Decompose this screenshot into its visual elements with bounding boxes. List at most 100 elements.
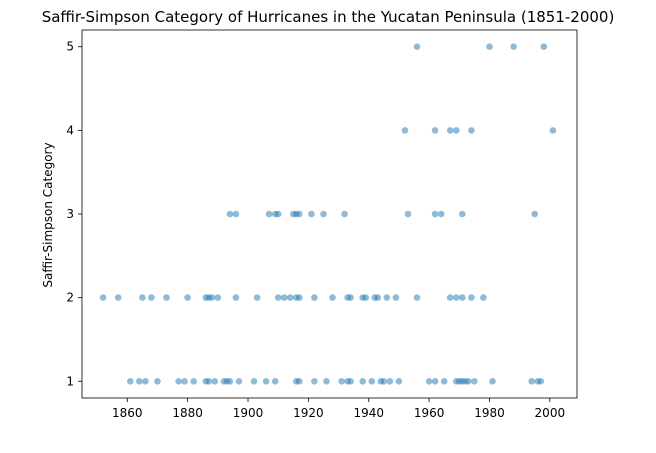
data-point	[114, 294, 122, 301]
data-point	[431, 378, 439, 385]
data-point	[250, 378, 258, 385]
y-tick-label: 1	[66, 374, 74, 388]
data-points	[99, 43, 557, 385]
data-point	[531, 210, 538, 218]
x-tick-label: 1980	[474, 406, 505, 420]
data-point	[459, 210, 466, 218]
data-point	[383, 294, 391, 301]
data-point	[142, 378, 149, 385]
data-point	[253, 294, 261, 301]
data-point	[136, 378, 143, 385]
data-point	[311, 378, 318, 385]
data-point	[453, 127, 460, 134]
data-point	[489, 378, 496, 385]
data-point	[154, 378, 161, 385]
data-point	[362, 294, 370, 301]
data-point	[465, 378, 472, 385]
data-point	[308, 210, 315, 218]
data-point	[431, 127, 439, 134]
data-point	[510, 43, 517, 50]
data-point	[413, 294, 421, 301]
x-tick-label: 1900	[233, 406, 264, 420]
y-axis-ticks: 1 2 3 4 5	[66, 40, 82, 388]
data-point	[226, 210, 234, 218]
data-point	[175, 378, 182, 385]
data-point	[274, 294, 282, 301]
data-point	[205, 378, 213, 385]
data-point	[468, 127, 475, 134]
data-point	[320, 210, 327, 218]
chart-title: Saffir-Simpson Category of Hurricanes in…	[42, 8, 615, 26]
y-axis-label: Saffir-Simpson Category	[41, 142, 55, 287]
data-point	[453, 294, 460, 301]
data-point	[190, 378, 197, 385]
data-point	[329, 294, 336, 301]
data-point	[437, 210, 445, 218]
data-point	[338, 378, 345, 385]
data-point	[211, 378, 219, 385]
y-tick-label: 5	[66, 40, 74, 54]
data-point	[296, 210, 303, 218]
data-point	[392, 294, 400, 301]
data-point	[540, 43, 548, 50]
x-tick-label: 1960	[414, 406, 445, 420]
y-tick-label: 2	[66, 291, 74, 305]
data-point	[395, 378, 403, 385]
data-point	[537, 378, 545, 385]
data-point	[401, 127, 409, 134]
x-tick-label: 2000	[535, 406, 566, 420]
data-point	[226, 378, 234, 385]
data-point	[446, 127, 454, 134]
data-point	[287, 294, 294, 301]
data-point	[549, 127, 557, 134]
data-point	[311, 294, 318, 301]
data-point	[347, 378, 354, 385]
data-point	[347, 294, 354, 301]
x-tick-label: 1940	[353, 406, 384, 420]
data-point	[480, 294, 487, 301]
data-point	[139, 294, 146, 301]
data-point	[232, 294, 240, 301]
data-point	[459, 294, 466, 301]
data-point	[446, 294, 454, 301]
data-point	[359, 378, 367, 385]
x-tick-label: 1920	[293, 406, 324, 420]
data-point	[127, 378, 134, 385]
data-point	[99, 294, 107, 301]
data-point	[341, 210, 348, 218]
data-point	[413, 43, 421, 50]
data-point	[471, 378, 478, 385]
data-point	[368, 378, 376, 385]
data-point	[208, 294, 216, 301]
data-point	[271, 378, 279, 385]
data-point	[280, 294, 288, 301]
data-point	[380, 378, 388, 385]
data-point	[296, 378, 303, 385]
data-point	[486, 43, 493, 50]
data-point	[148, 294, 155, 301]
data-point	[274, 210, 282, 218]
data-point	[265, 210, 273, 218]
data-point	[425, 378, 433, 385]
data-point	[323, 378, 330, 385]
data-point	[528, 378, 535, 385]
x-axis-ticks: 1860 1880 1900 1920 1940 1960 1980 2000	[112, 398, 565, 420]
data-point	[262, 378, 270, 385]
plot-area-frame	[81, 29, 578, 399]
data-point	[232, 210, 240, 218]
y-tick-label: 3	[66, 207, 74, 221]
data-point	[468, 294, 475, 301]
data-point	[235, 378, 243, 385]
data-point	[296, 294, 303, 301]
data-point	[386, 378, 394, 385]
y-tick-label: 4	[66, 123, 74, 137]
data-point	[163, 294, 170, 301]
x-tick-label: 1880	[172, 406, 203, 420]
data-point	[404, 210, 412, 218]
data-point	[181, 378, 188, 385]
x-tick-label: 1860	[112, 406, 143, 420]
data-point	[440, 378, 448, 385]
data-point	[431, 210, 439, 218]
data-point	[374, 294, 382, 301]
